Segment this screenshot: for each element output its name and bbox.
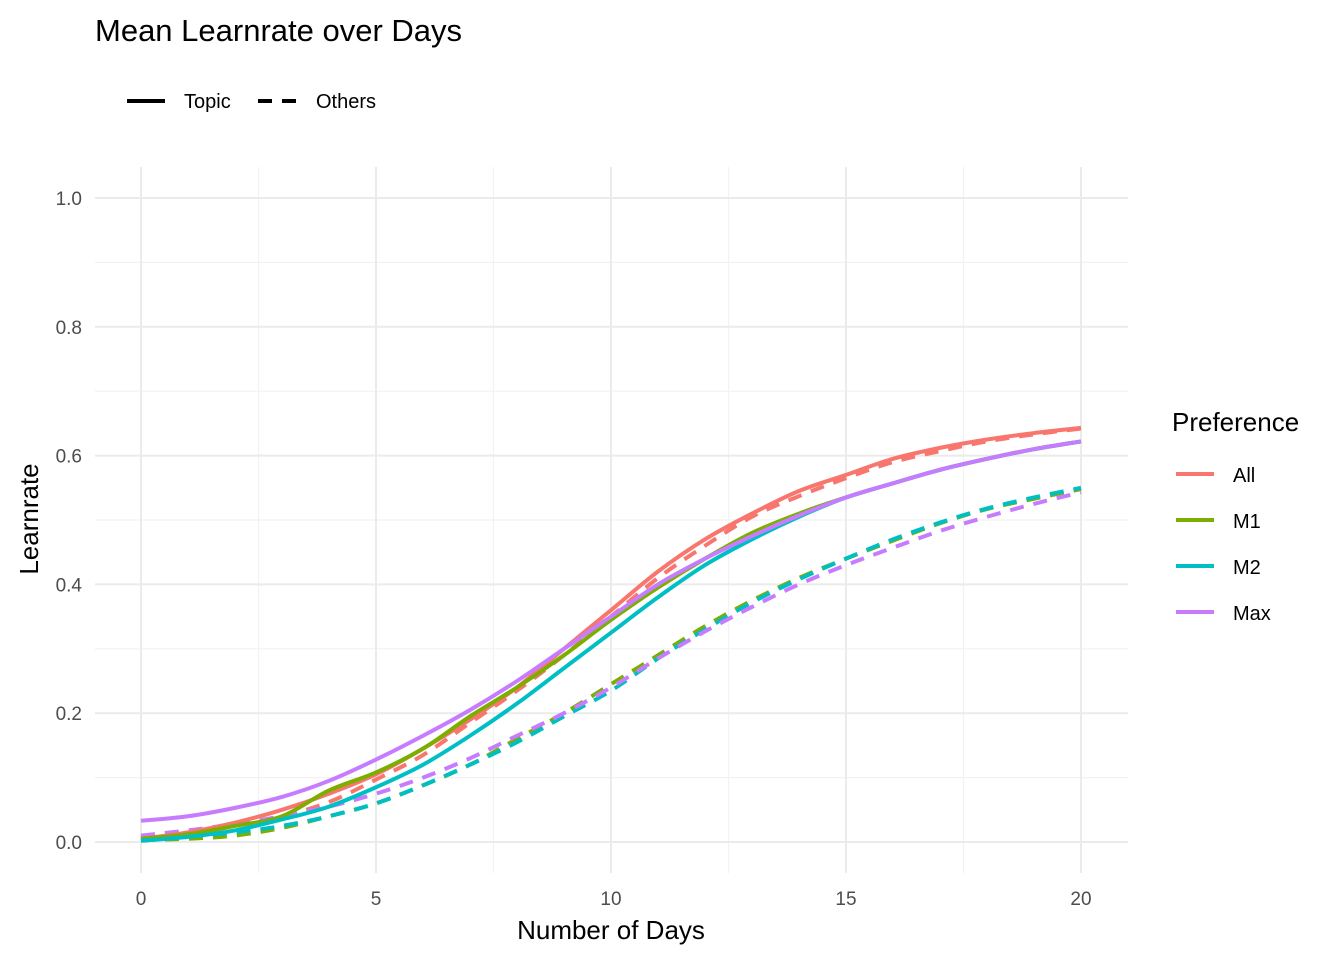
y-tick-label: 1.0 [56,189,82,210]
color-legend-label-m2: M2 [1233,557,1261,579]
series-line-max-topic [140,439,1082,823]
color-legend-label-all: All [1233,465,1255,487]
series-lines [140,425,1082,843]
y-tick-label: 0.4 [56,575,83,596]
x-axis-ticks: 0 5 10 15 20 [136,889,1092,910]
y-tick-label: 0.8 [56,318,82,339]
y-tick-label: 0.2 [56,704,82,725]
y-axis-title: Learnrate [14,463,44,574]
linetype-legend: Topic Others [127,91,376,113]
color-legend: Preference All M1 M2 Max [1172,407,1299,625]
x-tick-label: 10 [600,889,621,910]
series-line-all-topic [140,425,1082,841]
x-axis-title: Number of Days [517,915,705,945]
x-tick-label: 5 [371,889,382,910]
y-tick-label: 0.0 [56,833,82,854]
chart-title: Mean Learnrate over Days [95,13,462,48]
y-axis-ticks: 0.0 0.2 0.4 0.6 0.8 1.0 [56,189,83,854]
linetype-legend-label-others: Others [316,91,376,113]
color-legend-label-max: Max [1233,603,1271,625]
x-tick-label: 20 [1070,889,1091,910]
series-line-m2-others [140,485,1082,843]
x-tick-label: 15 [835,889,856,910]
x-tick-label: 0 [136,889,147,910]
series-line-max-others [140,490,1082,838]
major-gridlines [95,167,1128,873]
linetype-legend-label-topic: Topic [184,91,231,113]
color-legend-label-m1: M1 [1233,511,1261,533]
color-legend-title: Preference [1172,407,1299,437]
y-tick-label: 0.6 [56,447,82,468]
